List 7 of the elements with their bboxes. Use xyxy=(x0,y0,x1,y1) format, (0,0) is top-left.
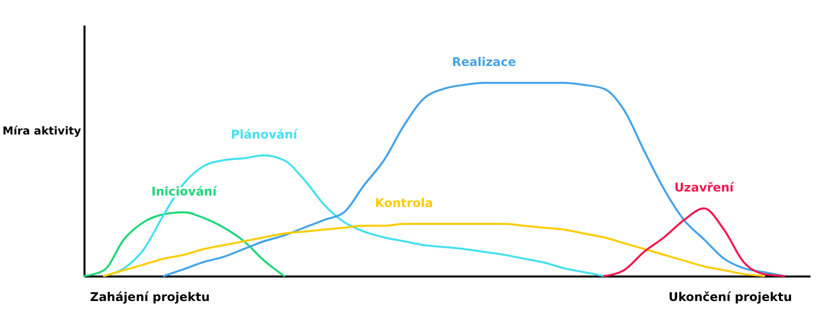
series-label: Uzavření xyxy=(674,180,735,194)
y-axis-title: Míra aktivity xyxy=(2,124,82,138)
text: Zahájení projektu xyxy=(90,290,210,304)
series-label: Kontrola xyxy=(375,196,433,210)
series-label: Realizace xyxy=(452,54,516,69)
series-label: Plánování xyxy=(230,127,298,142)
text: Ukončení projektu xyxy=(668,290,792,304)
